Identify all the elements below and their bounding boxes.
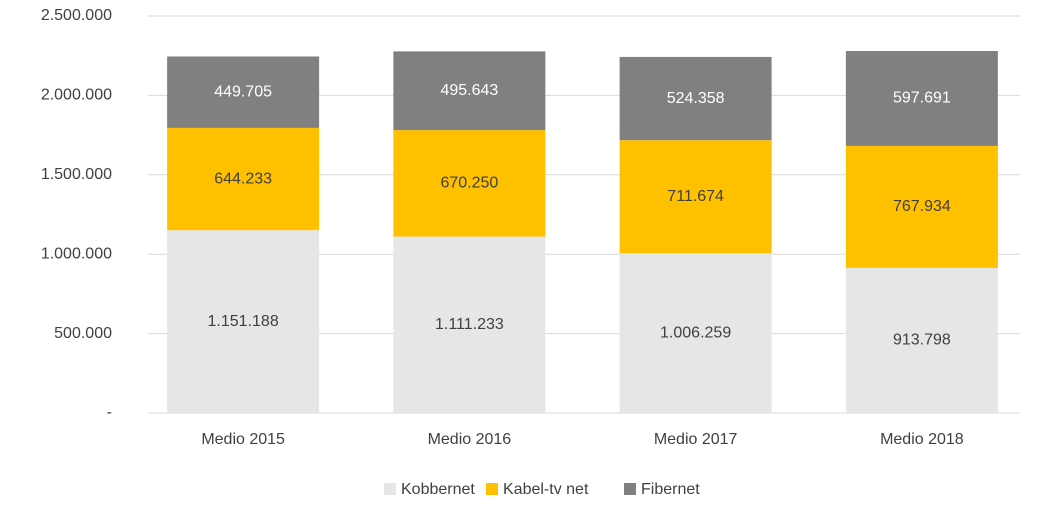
legend-label: Kobbernet xyxy=(401,481,475,498)
legend-swatch xyxy=(624,483,636,495)
bar-segment xyxy=(619,140,772,254)
bar-segment xyxy=(619,253,772,413)
value-label: 644.233 xyxy=(214,170,272,187)
y-tick-label: - xyxy=(107,404,112,421)
bar-segment xyxy=(845,145,998,268)
x-tick-label: Medio 2015 xyxy=(201,431,285,448)
value-label: 913.798 xyxy=(893,332,951,349)
legend-label: Fibernet xyxy=(641,481,700,498)
bar-segment xyxy=(393,130,546,237)
value-label: 449.705 xyxy=(214,83,272,100)
y-tick-label: 2.500.000 xyxy=(41,7,112,24)
value-label: 670.250 xyxy=(440,175,498,192)
value-label: 767.934 xyxy=(893,198,951,215)
value-label: 597.691 xyxy=(893,90,951,107)
bar-segment xyxy=(845,267,998,413)
legend-label: Kabel-tv net xyxy=(503,481,589,498)
x-tick-label: Medio 2018 xyxy=(880,431,964,448)
value-label: 1.006.259 xyxy=(660,324,731,341)
x-tick-label: Medio 2016 xyxy=(428,431,512,448)
y-tick-label: 2.000.000 xyxy=(41,87,112,104)
x-tick-label: Medio 2017 xyxy=(654,431,738,448)
bar-segment xyxy=(167,127,320,231)
y-tick-label: 500.000 xyxy=(54,325,112,342)
bar-segment xyxy=(167,56,320,128)
value-label: 495.643 xyxy=(440,82,498,99)
bar-segment xyxy=(619,56,772,141)
value-label: 524.358 xyxy=(667,90,725,107)
bar-segment xyxy=(393,236,546,413)
legend-swatch xyxy=(384,483,396,495)
y-tick-label: 1.500.000 xyxy=(41,166,112,183)
y-tick-label: 1.000.000 xyxy=(41,245,112,262)
value-label: 1.151.188 xyxy=(208,313,279,330)
value-label: 711.674 xyxy=(667,188,724,205)
value-label: 1.111.233 xyxy=(435,316,504,333)
bar-segment xyxy=(393,51,546,131)
bar-segment xyxy=(167,230,320,413)
bar-segment xyxy=(845,51,998,146)
legend-swatch xyxy=(486,483,498,495)
